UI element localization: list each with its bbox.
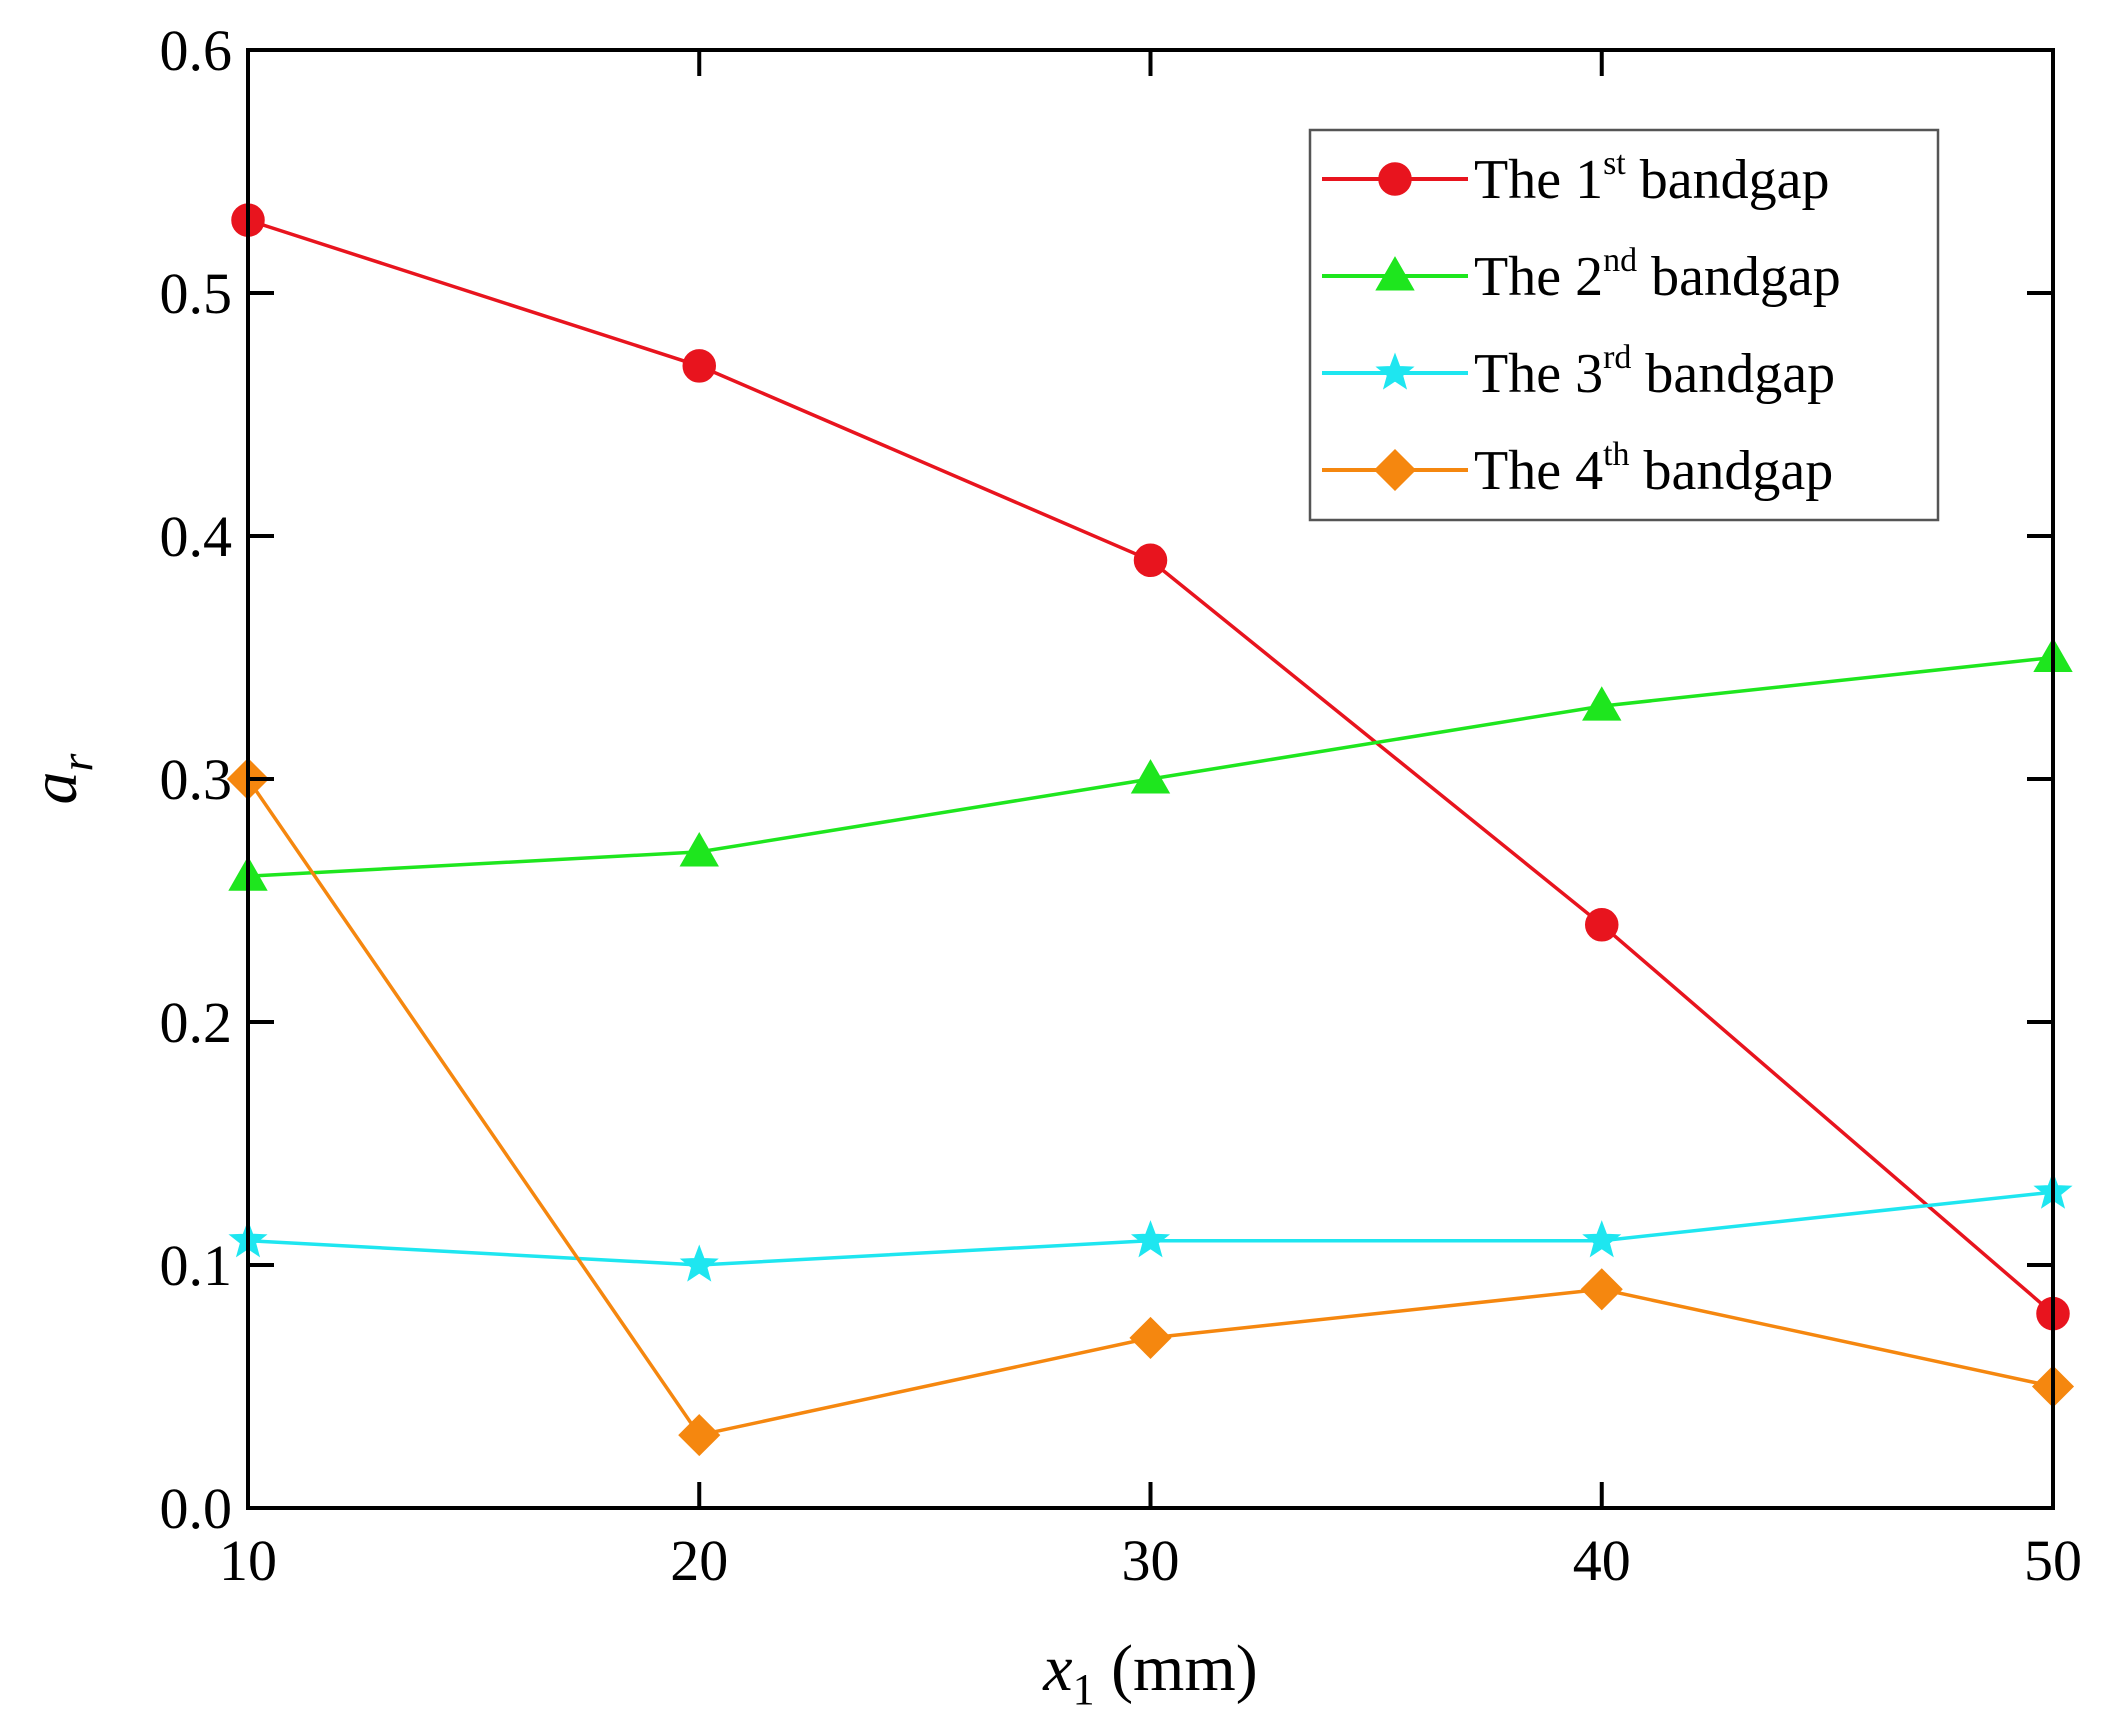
x-tick-label: 50 [2024, 1528, 2082, 1593]
y-axis-sub: r [51, 752, 102, 771]
legend-marker [1373, 448, 1417, 492]
y-tick-label: 0.0 [160, 1476, 233, 1541]
data-point [1130, 1220, 1171, 1258]
legend-label: The 4th bandgap [1474, 436, 1833, 502]
series-layer [226, 203, 2075, 1457]
legend: The 1st bandgap The 2nd bandgap The 3rd ba… [1308, 128, 1940, 522]
y-tick-label: 0.2 [160, 990, 233, 1055]
data-point [678, 1414, 721, 1457]
data-point [1580, 1268, 1623, 1311]
data-point [1585, 908, 1619, 942]
x-tick-label: 20 [670, 1528, 728, 1593]
data-point [1130, 759, 1171, 794]
y-tick-label: 0.5 [160, 261, 233, 326]
axis-layer: 10 20 30 40 50 0.0 0.1 0.2 0.3 0.4 0.5 0.6 x1 (mm) ar [18, 18, 2082, 1714]
legend-box [1308, 128, 1940, 522]
data-point [682, 349, 716, 383]
data-point [1133, 543, 1168, 578]
legend-item: The 2nd bandgap [1322, 242, 1841, 308]
series-1 [231, 203, 2070, 1331]
data-point [679, 1244, 719, 1282]
legend-label: The 3rd bandgap [1474, 339, 1835, 405]
x-axis-var: x [1042, 1632, 1072, 1705]
y-tick-label: 0.4 [160, 504, 233, 569]
legend-label: The 2nd bandgap [1474, 242, 1841, 308]
series-3 [228, 1171, 2073, 1282]
legend-marker [1375, 256, 1415, 291]
legend-item: The 1st bandgap [1322, 145, 1829, 211]
data-point [1129, 1316, 1172, 1359]
y-axis-title: ar [18, 752, 102, 804]
legend-item: The 3rd bandgap [1322, 339, 1835, 405]
y-axis-var: a [18, 771, 91, 804]
data-point [1582, 1220, 1622, 1258]
x-tick-label: 30 [1122, 1528, 1180, 1593]
y-axis-title-group: ar [18, 752, 102, 804]
x-axis-unit: (mm) [1095, 1632, 1258, 1705]
x-tick-label: 40 [1573, 1528, 1631, 1593]
legend-label: The 1st bandgap [1474, 145, 1829, 211]
series-2 [228, 637, 2073, 891]
data-point [679, 831, 719, 867]
data-point [1582, 686, 1622, 721]
x-axis-sub: 1 [1073, 1665, 1095, 1714]
y-tick-label: 0.3 [160, 747, 233, 812]
legend-marker [1378, 162, 1412, 196]
x-axis-title: x1 (mm) [1042, 1632, 1257, 1714]
x-tick-label: 10 [219, 1528, 277, 1593]
legend-item: The 4th bandgap [1322, 436, 1833, 502]
y-tick-label: 0.6 [160, 18, 233, 83]
y-tick-label: 0.1 [160, 1233, 233, 1298]
legend-marker [1375, 352, 1415, 390]
